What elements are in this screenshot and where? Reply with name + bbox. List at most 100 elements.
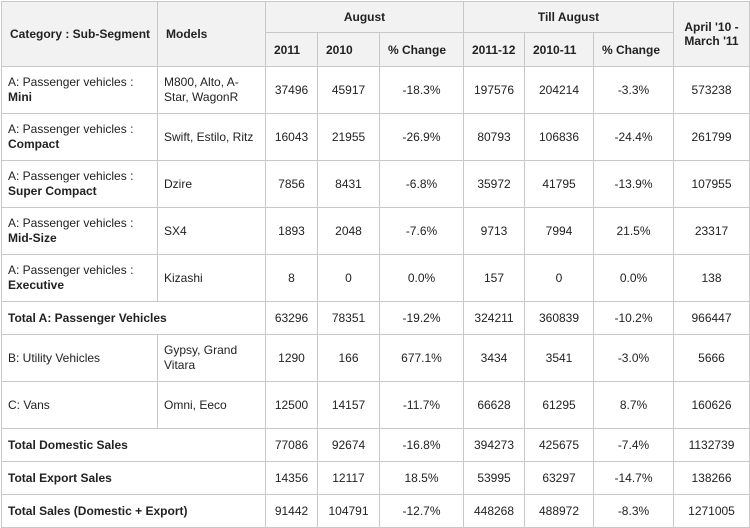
header-models: Models <box>157 1 266 67</box>
aug-change-cell: 0.0% <box>379 254 464 302</box>
header-aug-2011: 2011 <box>265 32 318 67</box>
header-aug-change: % Change <box>379 32 464 67</box>
annual-cell: 1132739 <box>673 428 750 462</box>
total-label: Total Export Sales <box>1 461 266 495</box>
till-2010-11-cell: 360839 <box>524 301 594 335</box>
total-label: Total Sales (Domestic + Export) <box>1 494 266 528</box>
header-annual: April '10 - March '11 <box>673 1 750 67</box>
till-change-cell: -7.4% <box>593 428 674 462</box>
till-2011-12-cell: 80793 <box>463 113 525 161</box>
aug-change-cell: -7.6% <box>379 207 464 255</box>
till-2010-11-cell: 488972 <box>524 494 594 528</box>
annual-cell: 138266 <box>673 461 750 495</box>
category-prefix: A: Passenger vehicles : <box>8 122 134 136</box>
total-label: Total Domestic Sales <box>1 428 266 462</box>
till-2011-12-cell: 394273 <box>463 428 525 462</box>
aug-change-cell: 677.1% <box>379 334 464 382</box>
till-2011-12-cell: 197576 <box>463 66 525 114</box>
till-2010-11-cell: 0 <box>524 254 594 302</box>
table-row: A: Passenger vehicles : Mini M800, Alto, … <box>1 66 750 114</box>
aug-2010-cell: 166 <box>317 334 380 382</box>
till-2011-12-cell: 53995 <box>463 461 525 495</box>
till-2010-11-cell: 41795 <box>524 160 594 208</box>
aug-change-cell: -16.8% <box>379 428 464 462</box>
aug-2011-cell: 14356 <box>265 461 318 495</box>
category-subsegment: Executive <box>8 278 65 292</box>
total-label: Total A: Passenger Vehicles <box>1 301 266 335</box>
till-change-cell: -3.3% <box>593 66 674 114</box>
till-2010-11-cell: 3541 <box>524 334 594 382</box>
aug-2011-cell: 12500 <box>265 381 318 429</box>
category-cell: A: Passenger vehicles : Executive <box>1 254 158 302</box>
till-change-cell: -14.7% <box>593 461 674 495</box>
total-passenger-row: Total A: Passenger Vehicles 63296 78351 … <box>1 301 750 335</box>
aug-2010-cell: 12117 <box>317 461 380 495</box>
category-cell: B: Utility Vehicles <box>1 334 158 382</box>
category-prefix: A: Passenger vehicles : <box>8 169 134 183</box>
category-subsegment: Super Compact <box>8 184 97 198</box>
aug-2010-cell: 104791 <box>317 494 380 528</box>
annual-cell: 160626 <box>673 381 750 429</box>
aug-2011-cell: 37496 <box>265 66 318 114</box>
models-cell: Swift, Estilo, Ritz <box>157 113 266 161</box>
till-change-cell: -13.9% <box>593 160 674 208</box>
till-change-cell: -8.3% <box>593 494 674 528</box>
annual-cell: 107955 <box>673 160 750 208</box>
till-2011-12-cell: 448268 <box>463 494 525 528</box>
aug-2010-cell: 78351 <box>317 301 380 335</box>
annual-cell: 138 <box>673 254 750 302</box>
aug-2010-cell: 8431 <box>317 160 380 208</box>
annual-cell: 573238 <box>673 66 750 114</box>
header-till-2010-11: 2010-11 <box>524 32 594 67</box>
aug-2011-cell: 77086 <box>265 428 318 462</box>
header-category: Category : Sub-Segment <box>1 1 158 67</box>
till-2011-12-cell: 157 <box>463 254 525 302</box>
annual-cell: 1271005 <box>673 494 750 528</box>
aug-2011-cell: 16043 <box>265 113 318 161</box>
aug-2011-cell: 63296 <box>265 301 318 335</box>
annual-cell: 5666 <box>673 334 750 382</box>
category-prefix: A: Passenger vehicles : <box>8 216 134 230</box>
models-cell: Omni, Eeco <box>157 381 266 429</box>
table-row: B: Utility Vehicles Gypsy, Grand Vitara … <box>1 334 750 382</box>
till-change-cell: -3.0% <box>593 334 674 382</box>
header-till-2011-12: 2011-12 <box>463 32 525 67</box>
category-cell: A: Passenger vehicles : Mini <box>1 66 158 114</box>
aug-change-cell: -11.7% <box>379 381 464 429</box>
till-2011-12-cell: 35972 <box>463 160 525 208</box>
category-prefix: A: Passenger vehicles : <box>8 75 134 89</box>
total-domestic-row: Total Domestic Sales 77086 92674 -16.8% … <box>1 428 750 462</box>
till-change-cell: 21.5% <box>593 207 674 255</box>
aug-change-cell: 18.5% <box>379 461 464 495</box>
category-cell: A: Passenger vehicles : Super Compact <box>1 160 158 208</box>
till-change-cell: 0.0% <box>593 254 674 302</box>
aug-change-cell: -26.9% <box>379 113 464 161</box>
category-subsegment: Mini <box>8 90 32 104</box>
category-cell: C: Vans <box>1 381 158 429</box>
till-2010-11-cell: 61295 <box>524 381 594 429</box>
aug-2010-cell: 0 <box>317 254 380 302</box>
till-change-cell: 8.7% <box>593 381 674 429</box>
total-export-row: Total Export Sales 14356 12117 18.5% 539… <box>1 461 750 495</box>
table-row: A: Passenger vehicles : Super Compact Dzi… <box>1 160 750 208</box>
till-2011-12-cell: 3434 <box>463 334 525 382</box>
total-sales-row: Total Sales (Domestic + Export) 91442 10… <box>1 494 750 528</box>
category-cell: A: Passenger vehicles : Compact <box>1 113 158 161</box>
header-till-august: Till August <box>463 1 674 33</box>
till-change-cell: -24.4% <box>593 113 674 161</box>
table-row: A: Passenger vehicles : Compact Swift, Es… <box>1 113 750 161</box>
till-2010-11-cell: 425675 <box>524 428 594 462</box>
models-cell: SX4 <box>157 207 266 255</box>
category-cell: A: Passenger vehicles : Mid-Size <box>1 207 158 255</box>
aug-2010-cell: 14157 <box>317 381 380 429</box>
annual-cell: 966447 <box>673 301 750 335</box>
aug-change-cell: -19.2% <box>379 301 464 335</box>
category-subsegment: Compact <box>8 137 60 151</box>
aug-2011-cell: 1290 <box>265 334 318 382</box>
aug-2011-cell: 8 <box>265 254 318 302</box>
aug-2011-cell: 91442 <box>265 494 318 528</box>
aug-change-cell: -12.7% <box>379 494 464 528</box>
header-till-change: % Change <box>593 32 674 67</box>
category-subsegment: Mid-Size <box>8 231 57 245</box>
